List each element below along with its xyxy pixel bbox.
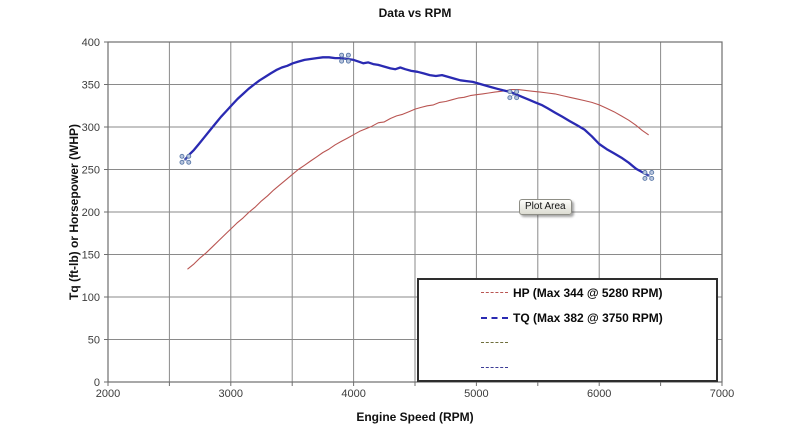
x-tick-label: 6000 bbox=[587, 388, 611, 400]
y-tick-label: 200 bbox=[82, 207, 100, 219]
y-tick-label: 150 bbox=[82, 250, 100, 262]
axis-ticks bbox=[104, 41, 723, 386]
legend-label-hp: HP (Max 344 @ 5280 RPM) bbox=[513, 285, 663, 300]
y-tick-label: 0 bbox=[94, 377, 100, 389]
y-tick-label: 50 bbox=[88, 335, 100, 347]
y-tick-label: 100 bbox=[82, 292, 100, 304]
tq-curve[interactable] bbox=[184, 56, 650, 177]
hp-curve[interactable] bbox=[187, 89, 649, 270]
x-tick-label: 3000 bbox=[219, 388, 243, 400]
x-tick-label: 4000 bbox=[341, 388, 365, 400]
selection-markers bbox=[179, 52, 655, 181]
legend-item-hp[interactable]: HP (Max 344 @ 5280 RPM) bbox=[419, 280, 716, 305]
x-tick-label: 7000 bbox=[710, 388, 734, 400]
tick-labels: 2000 3000 4000 5000 6000 7000 0 50 100 150 200 250 3… bbox=[82, 37, 735, 400]
hp-line-swatch-icon bbox=[481, 292, 508, 293]
legend-box[interactable]: HP (Max 344 @ 5280 RPM) TQ (Max 382 @ 37… bbox=[417, 278, 718, 382]
tq-line-swatch-icon bbox=[481, 316, 508, 319]
legend-item-4[interactable] bbox=[419, 355, 716, 380]
series3-line-swatch-icon bbox=[481, 342, 508, 343]
legend-item-tq[interactable]: TQ (Max 382 @ 3750 RPM) bbox=[419, 305, 716, 330]
x-tick-label: 2000 bbox=[96, 388, 120, 400]
x-tick-label: 5000 bbox=[464, 388, 488, 400]
legend-item-3[interactable] bbox=[419, 330, 716, 355]
x-axis-title: Engine Speed (RPM) bbox=[356, 410, 474, 424]
y-tick-label: 400 bbox=[82, 37, 100, 49]
y-tick-label: 350 bbox=[82, 80, 100, 92]
series4-line-swatch-icon bbox=[481, 367, 508, 368]
chart-title: Data vs RPM bbox=[378, 6, 452, 20]
y-tick-label: 300 bbox=[82, 122, 100, 134]
plot-area-tooltip: Plot Area bbox=[519, 199, 572, 215]
y-tick-label: 250 bbox=[82, 165, 100, 177]
legend-label-tq: TQ (Max 382 @ 3750 RPM) bbox=[513, 310, 663, 325]
